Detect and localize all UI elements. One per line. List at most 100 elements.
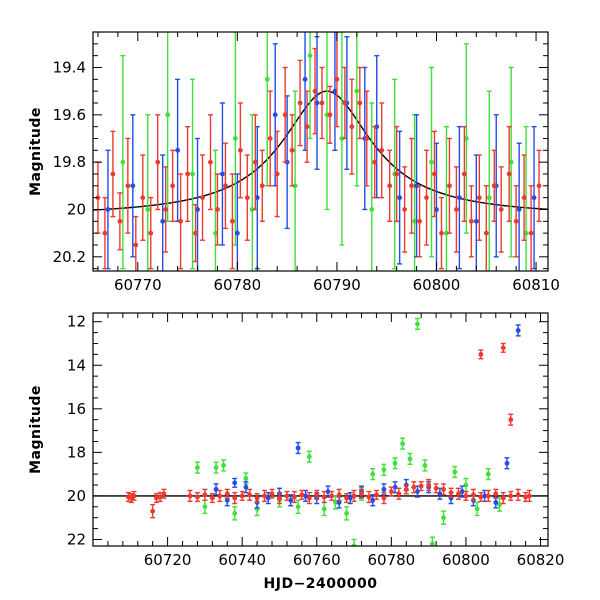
data-point xyxy=(327,85,333,144)
data-point xyxy=(463,43,469,234)
data-point xyxy=(506,125,512,223)
data-point xyxy=(170,149,176,223)
data-point xyxy=(422,459,428,472)
data-point xyxy=(478,349,484,360)
data-point xyxy=(531,125,537,270)
data-point xyxy=(372,125,378,199)
data-point xyxy=(369,102,375,271)
data-point xyxy=(424,149,430,246)
data-point xyxy=(407,452,413,466)
data-point xyxy=(409,137,415,234)
data-point xyxy=(485,467,491,481)
data-point xyxy=(463,490,469,501)
y-tick-label: 12 xyxy=(67,313,86,331)
data-point xyxy=(474,501,480,517)
data-point xyxy=(234,173,240,271)
data-point xyxy=(282,66,288,163)
data-point xyxy=(125,137,131,234)
data-point xyxy=(354,32,360,187)
data-point xyxy=(194,491,200,503)
model-curve xyxy=(93,90,548,211)
data-point xyxy=(291,490,297,504)
data-point xyxy=(274,130,280,218)
data-point xyxy=(414,317,420,331)
data-point xyxy=(402,166,408,253)
data-point xyxy=(221,459,227,472)
data-point xyxy=(411,481,417,494)
y-tick-label: 19.6 xyxy=(53,106,86,124)
data-point xyxy=(232,477,238,488)
data-point xyxy=(426,478,432,492)
data-point xyxy=(456,125,462,270)
data-point xyxy=(508,413,514,426)
data-point xyxy=(312,47,318,135)
data-point xyxy=(232,491,238,505)
x-tick-label: 60810 xyxy=(512,276,560,294)
data-point xyxy=(219,102,225,246)
data-point xyxy=(185,125,191,223)
data-point xyxy=(468,185,474,258)
data-point xyxy=(443,125,449,271)
data-point xyxy=(307,32,313,140)
data-point xyxy=(200,154,206,241)
data-point xyxy=(429,66,435,258)
data-point xyxy=(366,490,372,504)
data-point xyxy=(295,499,301,515)
data-point xyxy=(400,437,406,450)
data-point xyxy=(536,149,542,223)
data-point xyxy=(396,487,402,500)
data-point xyxy=(446,137,452,234)
data-point xyxy=(224,488,230,499)
data-point xyxy=(387,149,393,223)
y-tick-label: 22 xyxy=(67,530,86,548)
data-point xyxy=(232,506,238,521)
data-point xyxy=(500,491,506,505)
data-point xyxy=(262,489,268,503)
data-point xyxy=(448,487,454,498)
data-point xyxy=(470,488,476,501)
data-point xyxy=(150,503,156,519)
data-point xyxy=(414,485,420,498)
data-point xyxy=(381,463,387,476)
data-point xyxy=(289,114,295,187)
data-point xyxy=(232,32,238,246)
top-axis-ticks: 60770 60780 60790 60800 60810 19.4 19.6 19.8 20 2… xyxy=(53,31,560,294)
data-point xyxy=(370,494,376,507)
data-point xyxy=(373,489,379,500)
data-point xyxy=(243,481,249,494)
data-point xyxy=(381,491,387,505)
data-point xyxy=(379,102,385,199)
data-point xyxy=(441,510,447,525)
data-point xyxy=(351,489,357,503)
data-point xyxy=(187,489,193,503)
data-point xyxy=(163,166,169,253)
data-point xyxy=(105,149,111,270)
data-point xyxy=(209,493,215,504)
data-point xyxy=(194,461,200,474)
data-point xyxy=(148,196,154,270)
data-point xyxy=(334,32,340,128)
data-point xyxy=(483,185,489,271)
data-point xyxy=(392,457,398,470)
data-point xyxy=(155,114,161,211)
y-tick-label: 20 xyxy=(67,487,86,505)
data-point xyxy=(265,491,271,505)
data-point xyxy=(120,54,126,270)
data-point xyxy=(394,125,400,223)
bottom-axis-ticks: 60720 60740 60760 60780 60800 60820 12 14 16 18 20… xyxy=(67,313,564,569)
data-point xyxy=(222,142,228,230)
data-point xyxy=(486,90,492,271)
data-point xyxy=(117,192,123,251)
data-point xyxy=(217,489,223,503)
data-point xyxy=(306,450,312,463)
data-point xyxy=(485,489,491,503)
bottom-y-axis-label: Magnitude xyxy=(28,385,44,474)
data-point xyxy=(397,130,403,265)
data-point xyxy=(388,486,394,497)
y-tick-label: 20.2 xyxy=(53,248,86,266)
y-tick-label: 19.4 xyxy=(53,58,86,76)
data-point xyxy=(433,142,439,271)
data-point xyxy=(339,32,345,246)
data-point xyxy=(295,441,301,455)
